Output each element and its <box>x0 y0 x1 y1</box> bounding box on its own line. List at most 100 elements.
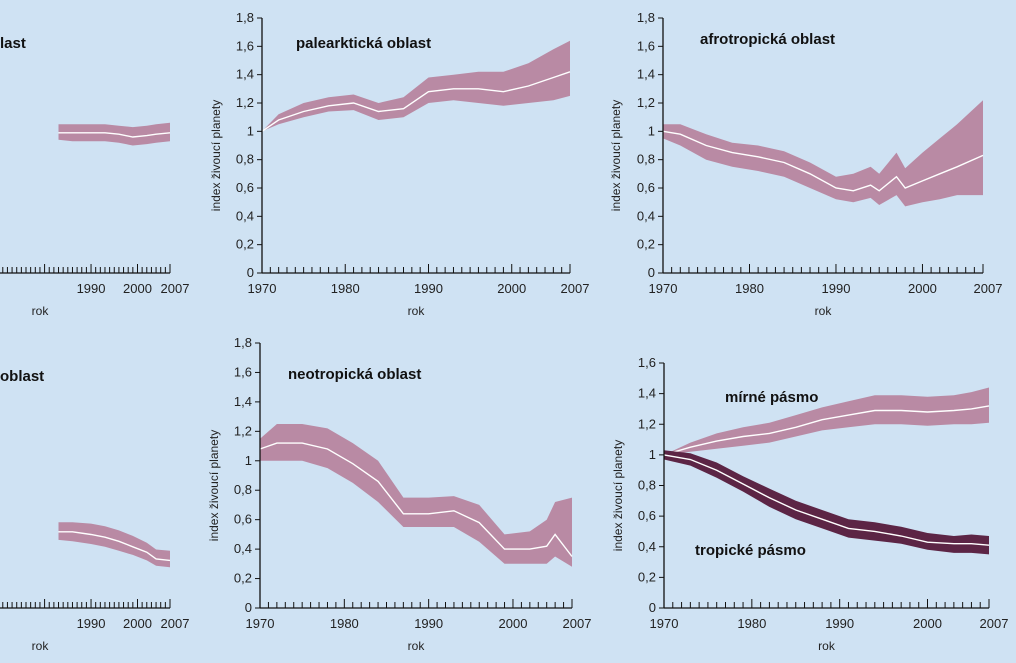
y-tick-label: 0,2 <box>236 237 254 252</box>
x-tick-label: 2000 <box>499 616 528 631</box>
x-tick-label: 2000 <box>123 281 152 296</box>
x-tick-label: 1970 <box>246 616 275 631</box>
index-line-series0 <box>662 130 984 192</box>
index-line-tropické-pásmo <box>663 454 990 546</box>
y-axis-title: index živoucí planety <box>209 100 223 211</box>
y-tick-label: 1,8 <box>236 10 254 25</box>
chart-title: palearktická oblast <box>296 35 431 52</box>
confidence-band-series0 <box>260 424 572 567</box>
y-tick-label: 1,4 <box>236 67 254 82</box>
y-tick-label: 1,4 <box>234 394 252 409</box>
index-line-mírné-pásmo <box>663 405 990 456</box>
x-tick-label: 1990 <box>414 281 443 296</box>
y-tick-label: 0,6 <box>236 180 254 195</box>
y-tick-label: 0,4 <box>236 208 254 223</box>
confidence-band-series0 <box>58 522 170 568</box>
chart-title: oblast <box>0 368 44 385</box>
x-tick-label: 1990 <box>825 616 854 631</box>
index-line-series0 <box>58 531 171 562</box>
y-tick-label: 0 <box>648 265 655 280</box>
x-tick-label: 2000 <box>123 616 152 631</box>
series-label: mírné pásmo <box>725 389 818 406</box>
chart-afrotropical: 0 0,2 0,4 0,6 0,8 1 1,2 1,4 1,6 1,8 1970 1980 1990 20… <box>609 10 1002 318</box>
y-tick-label: 0 <box>245 600 252 615</box>
y-tick-label: 1,6 <box>638 355 656 370</box>
y-tick-label: 0,6 <box>234 512 252 527</box>
y-axis-title: index živoucí planety <box>611 440 625 551</box>
x-tick-label: 1970 <box>248 281 277 296</box>
chart-neotropical: 0 0,2 0,4 0,6 0,8 1 1,2 1,4 1,6 1,8 1970 1980 1990 20… <box>207 335 591 653</box>
x-tick-label: 1970 <box>650 616 679 631</box>
x-tick-label: 1990 <box>77 281 106 296</box>
x-tick-label: 1990 <box>414 616 443 631</box>
x-tick-label: 1970 <box>649 281 678 296</box>
x-tick-label: 1990 <box>822 281 851 296</box>
y-tick-label: 1 <box>245 453 252 468</box>
confidence-band-series0 <box>663 100 983 207</box>
y-tick-label: 1,6 <box>236 38 254 53</box>
y-tick-label: 1 <box>247 123 254 138</box>
y-tick-label: 0 <box>247 265 254 280</box>
y-tick-label: 0,8 <box>236 152 254 167</box>
y-tick-label: 0,8 <box>638 478 656 493</box>
confidence-band-tropické-pásmo <box>664 450 989 555</box>
confidence-band-mírné-pásmo <box>664 387 989 455</box>
y-tick-label: 1,2 <box>638 416 656 431</box>
x-tick-label: 2000 <box>908 281 937 296</box>
index-line-series0 <box>58 132 171 138</box>
chart-left-top: 1990 2000 2007 rok last <box>0 35 189 318</box>
y-tick-label: 1,8 <box>637 10 655 25</box>
x-axis-title: rok <box>818 639 836 653</box>
y-tick-label: 0,6 <box>637 180 655 195</box>
y-tick-label: 0,8 <box>234 482 252 497</box>
y-tick-label: 0,4 <box>234 541 252 556</box>
x-tick-label: 1980 <box>330 616 359 631</box>
x-tick-label: 2007 <box>161 281 190 296</box>
y-tick-label: 1,8 <box>234 335 252 350</box>
x-tick-label: 1990 <box>77 616 106 631</box>
x-axis-title: rok <box>32 639 50 653</box>
x-tick-label: 1980 <box>737 616 766 631</box>
x-tick-label: 1980 <box>735 281 764 296</box>
x-tick-label: 1980 <box>331 281 360 296</box>
chart-zones: 0 0,2 0,4 0,6 0,8 1 1,2 1,4 1,6 1970 1980 1990 2000 2… <box>611 355 1008 653</box>
y-tick-label: 0,8 <box>637 152 655 167</box>
y-tick-label: 0,2 <box>638 569 656 584</box>
chart-left-bottom: 1990 2000 2007 rok oblast <box>0 368 189 653</box>
chart-title: neotropická oblast <box>288 366 421 383</box>
y-tick-label: 0,2 <box>637 237 655 252</box>
y-tick-label: 1 <box>648 123 655 138</box>
y-tick-label: 1,2 <box>637 95 655 110</box>
y-tick-label: 1 <box>649 447 656 462</box>
x-tick-label: 2000 <box>913 616 942 631</box>
y-tick-label: 1,2 <box>234 423 252 438</box>
y-tick-label: 0,4 <box>638 539 656 554</box>
chart-palearctic: 0 0,2 0,4 0,6 0,8 1 1,2 1,4 1,6 1,8 1970 1980 1990 20… <box>209 10 589 318</box>
x-tick-label: 2007 <box>561 281 590 296</box>
x-axis-title: rok <box>815 304 833 318</box>
y-tick-label: 0,6 <box>638 508 656 523</box>
y-tick-label: 0 <box>649 600 656 615</box>
x-tick-label: 2000 <box>497 281 526 296</box>
x-tick-label: 2007 <box>980 616 1009 631</box>
x-axis-title: rok <box>408 639 426 653</box>
chart-title: last <box>0 35 26 52</box>
y-axis-title: index živoucí planety <box>609 100 623 211</box>
y-tick-label: 1,4 <box>637 67 655 82</box>
y-tick-label: 1,6 <box>234 364 252 379</box>
x-axis-title: rok <box>32 304 50 318</box>
y-tick-label: 1,2 <box>236 95 254 110</box>
index-line-series0 <box>261 71 571 132</box>
y-tick-label: 0,2 <box>234 571 252 586</box>
y-axis-title: index živoucí planety <box>207 430 221 541</box>
x-tick-label: 2007 <box>563 616 592 631</box>
y-tick-label: 0,4 <box>637 208 655 223</box>
x-axis-title: rok <box>408 304 426 318</box>
x-tick-label: 2007 <box>974 281 1003 296</box>
confidence-band-series0 <box>262 40 570 132</box>
x-tick-label: 2007 <box>161 616 190 631</box>
series-label: tropické pásmo <box>695 542 806 559</box>
y-tick-label: 1,4 <box>638 386 656 401</box>
index-line-series0 <box>259 442 573 557</box>
